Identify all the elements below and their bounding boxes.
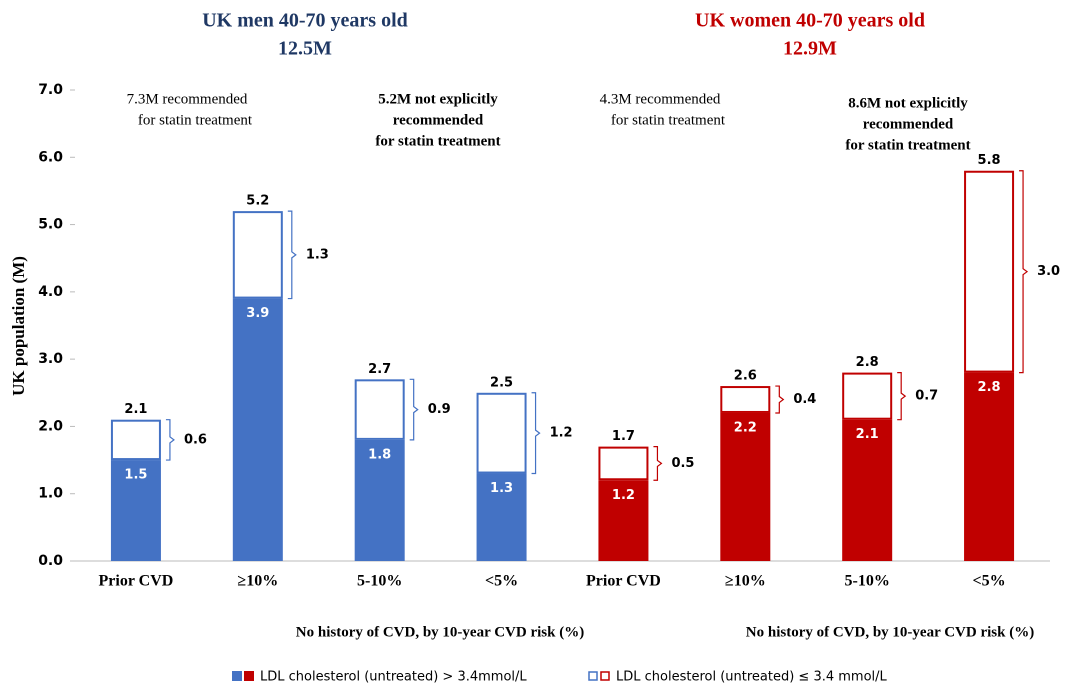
value-label: 0.5	[671, 456, 694, 471]
x-tick-label: 5-10%	[357, 573, 402, 590]
legend-label: LDL cholesterol (untreated) ≤ 3.4 mmol/L	[616, 670, 888, 685]
bar-segment	[354, 379, 405, 440]
bar-segment	[720, 412, 771, 561]
y-tick-label: 4.0	[38, 284, 63, 300]
value-label: 1.3	[490, 481, 513, 496]
annotation: for statin treatment	[845, 137, 970, 153]
bar-segment	[842, 419, 893, 561]
value-label: 2.1	[856, 427, 879, 442]
group-subtitle: 12.9M	[783, 38, 837, 60]
y-tick-label: 7.0	[38, 82, 63, 98]
bar-segment	[476, 473, 527, 561]
total-label: 2.7	[368, 362, 391, 377]
bar-segment	[232, 211, 283, 299]
annotation: recommended	[393, 112, 484, 128]
bar-segment	[964, 372, 1015, 561]
total-label: 5.8	[978, 153, 1001, 168]
group-subtitle: 12.5M	[278, 38, 332, 60]
bar-segment	[232, 298, 283, 561]
value-label: 1.5	[124, 468, 147, 483]
value-label: 0.7	[915, 389, 938, 404]
total-label: 2.8	[856, 355, 879, 370]
y-axis-label: UK population (M)	[9, 256, 28, 396]
annotation: for statin treatment	[375, 133, 500, 149]
group-x-label: No history of CVD, by 10-year CVD risk (…	[746, 624, 1034, 640]
bracket	[165, 419, 175, 461]
bar-segment	[598, 480, 649, 561]
legend-swatch	[600, 671, 610, 681]
legend-swatch	[244, 671, 254, 681]
total-label: 2.6	[734, 369, 757, 384]
value-label: 1.8	[368, 447, 391, 462]
y-tick-label: 0.0	[38, 553, 63, 569]
legend-swatch	[588, 671, 598, 681]
annotation: for statin treatment	[138, 112, 253, 128]
value-label: 0.9	[428, 402, 451, 417]
total-label: 1.7	[612, 429, 635, 444]
bracket	[531, 392, 541, 475]
value-label: 0.4	[793, 392, 816, 407]
y-tick-label: 5.0	[38, 217, 63, 233]
annotation: 4.3M recommended	[600, 91, 721, 107]
total-label: 2.5	[490, 375, 513, 390]
value-label: 2.8	[978, 380, 1001, 395]
bar-segment	[354, 439, 405, 561]
annotation: 5.2M not explicitly	[378, 91, 498, 107]
x-tick-label: Prior CVD	[99, 573, 174, 590]
value-label: 1.2	[612, 488, 635, 503]
bar-segment	[110, 460, 161, 561]
value-label: 2.2	[734, 420, 757, 435]
annotation: 7.3M recommended	[127, 91, 248, 107]
bracket	[897, 372, 907, 421]
bar-segment	[964, 170, 1015, 373]
value-label: 0.6	[184, 432, 207, 447]
value-label: 1.3	[306, 247, 329, 262]
bracket	[409, 378, 419, 441]
group-title: UK women 40-70 years old	[695, 10, 925, 32]
bracket	[653, 446, 663, 481]
x-tick-label: Prior CVD	[586, 573, 661, 590]
x-tick-label: 5-10%	[845, 573, 890, 590]
total-label: 2.1	[124, 402, 147, 417]
annotation: 8.6M not explicitly	[848, 95, 968, 111]
y-tick-label: 1.0	[38, 486, 63, 502]
bar-segment	[476, 392, 527, 474]
legend-swatch	[232, 671, 242, 681]
bar-segment	[720, 386, 771, 413]
value-label: 1.2	[550, 426, 573, 441]
y-tick-label: 2.0	[38, 418, 63, 434]
legend-label: LDL cholesterol (untreated) > 3.4mmol/L	[260, 670, 527, 685]
x-tick-label: <5%	[973, 573, 1006, 590]
annotation: recommended	[863, 116, 954, 132]
bar-segment	[598, 446, 649, 481]
group-title: UK men 40-70 years old	[202, 10, 408, 32]
bar-segment	[110, 419, 161, 461]
group-x-label: No history of CVD, by 10-year CVD risk (…	[296, 624, 584, 640]
bracket	[775, 385, 785, 414]
annotation: for statin treatment	[611, 112, 726, 128]
value-label: 3.9	[246, 306, 269, 321]
bracket	[1019, 170, 1029, 374]
x-tick-label: ≥10%	[725, 573, 766, 590]
x-tick-label: ≥10%	[237, 573, 278, 590]
bracket	[287, 210, 297, 300]
total-label: 5.2	[246, 194, 269, 209]
value-label: 3.0	[1037, 264, 1060, 279]
x-tick-label: <5%	[485, 573, 518, 590]
y-tick-label: 3.0	[38, 351, 63, 367]
y-tick-label: 6.0	[38, 149, 63, 165]
bar-segment	[842, 372, 893, 420]
